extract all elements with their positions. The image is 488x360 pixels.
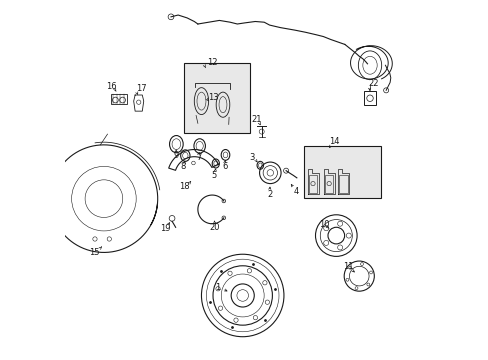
Text: 12: 12 [206, 58, 217, 67]
Text: 8: 8 [181, 162, 186, 171]
Text: 2: 2 [266, 190, 272, 199]
Bar [324, 175, 333, 193]
Text: 6: 6 [222, 162, 227, 171]
Text: 7: 7 [196, 153, 201, 162]
Bar [364, 91, 375, 105]
Text: 20: 20 [209, 223, 220, 232]
Text: 19: 19 [160, 224, 170, 233]
Text: 21: 21 [251, 114, 262, 123]
Text: 11: 11 [343, 262, 353, 271]
Bar [339, 175, 347, 193]
Bar [183, 63, 249, 134]
Text: 16: 16 [105, 82, 116, 91]
Text: 22: 22 [367, 79, 378, 88]
Text: 18: 18 [179, 182, 189, 191]
Text: 9: 9 [173, 151, 178, 160]
Text: 1: 1 [215, 283, 220, 292]
Bar [303, 146, 380, 198]
Text: 10: 10 [318, 220, 329, 229]
Text: 5: 5 [211, 171, 217, 180]
Text: 13: 13 [208, 93, 219, 102]
Text: 17: 17 [136, 84, 146, 93]
Text: 4: 4 [293, 187, 299, 196]
Bar [111, 94, 126, 104]
Text: 14: 14 [328, 138, 339, 147]
Text: 15: 15 [89, 248, 100, 257]
Text: 3: 3 [249, 153, 255, 162]
Bar [308, 175, 317, 193]
